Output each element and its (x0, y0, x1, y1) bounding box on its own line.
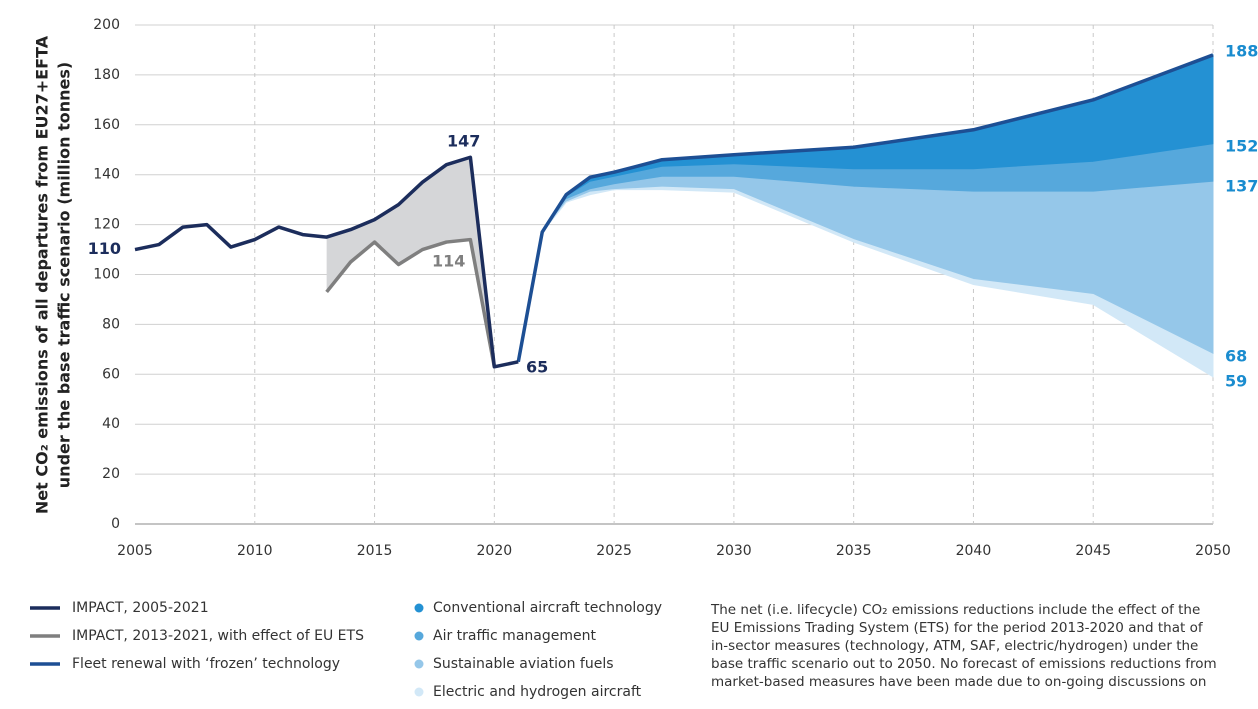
note-line: base traffic scenario out to 2050. No fo… (711, 656, 1217, 672)
legend-label: IMPACT, 2005-2021 (72, 600, 209, 616)
value-label: 188 (1225, 42, 1258, 61)
x-tick-label: 2005 (117, 543, 153, 559)
y-tick-label: 20 (102, 466, 120, 482)
note-line: in-sector measures (technology, ATM, SAF… (711, 638, 1198, 654)
legend-label: IMPACT, 2013-2021, with effect of EU ETS (72, 628, 364, 644)
value-label: 152 (1225, 137, 1258, 156)
line (134, 155, 519, 369)
value-label: 147 (447, 132, 480, 151)
x-tick-label: 2030 (716, 543, 752, 559)
y-tick-label: 120 (93, 217, 120, 233)
note-line: EU Emissions Trading System (ETS) for th… (711, 620, 1204, 636)
legend-swatch (414, 603, 424, 613)
y-tick-label: 100 (93, 267, 120, 283)
note-line: The net (i.e. lifecycle) CO₂ emissions r… (710, 602, 1200, 618)
y-axis-title: Net CO₂ emissions of all departures from… (33, 35, 52, 514)
value-label: 59 (1225, 372, 1247, 391)
value-label: 68 (1225, 347, 1247, 366)
band-area (541, 186, 1214, 378)
line (325, 237, 497, 368)
legend-swatch (414, 659, 424, 669)
x-tick-label: 2010 (237, 543, 273, 559)
ets-area (326, 157, 495, 367)
value-label: 137 (1225, 177, 1258, 196)
x-tick-label: 2035 (836, 543, 872, 559)
y-tick-label: 0 (111, 516, 120, 532)
x-tick-label: 2015 (357, 543, 393, 559)
x-tick-label: 2020 (477, 543, 513, 559)
legend-swatch (414, 687, 424, 697)
value-label: 114 (432, 252, 465, 271)
line (516, 53, 1214, 363)
y-tick-label: 60 (102, 366, 120, 382)
note-line: market-based measures have been made due… (711, 674, 1206, 690)
y-tick-label: 200 (93, 17, 120, 33)
y-axis-title: under the base traffic scenario (million… (55, 62, 74, 488)
x-tick-label: 2045 (1075, 543, 1111, 559)
band-area (541, 176, 1214, 356)
x-tick-label: 2050 (1195, 543, 1231, 559)
legend-label: Sustainable aviation fuels (433, 656, 614, 672)
x-tick-label: 2025 (596, 543, 632, 559)
y-tick-label: 40 (102, 416, 120, 432)
legend-swatch (414, 631, 424, 641)
legend-label: Air traffic management (433, 628, 596, 644)
value-label: 65 (526, 358, 548, 377)
y-tick-label: 160 (93, 117, 120, 133)
value-label: 110 (88, 239, 121, 258)
y-tick-label: 180 (93, 67, 120, 83)
legend-label: Electric and hydrogen aircraft (433, 684, 642, 700)
legend-label: Conventional aircraft technology (433, 600, 662, 616)
legend-label: Fleet renewal with ‘frozen’ technology (72, 656, 340, 672)
x-tick-label: 2040 (956, 543, 992, 559)
y-tick-label: 80 (102, 316, 120, 332)
y-tick-label: 140 (93, 167, 120, 183)
